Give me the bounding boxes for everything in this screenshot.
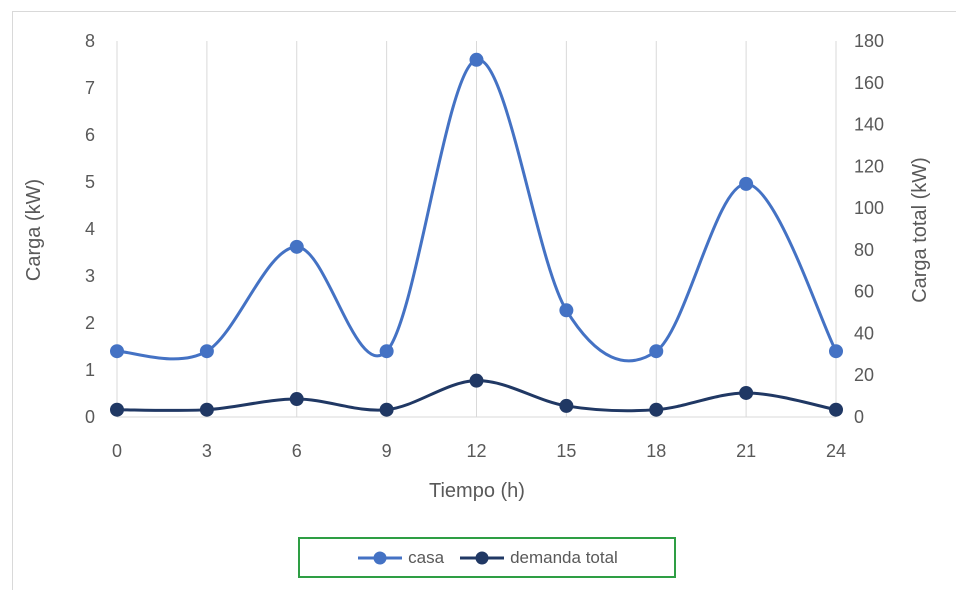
legend-label-demanda-total: demanda total (510, 547, 618, 567)
data-point-casa (829, 344, 843, 359)
x-tick-label: 24 (826, 441, 846, 461)
data-point-demanda-total (199, 402, 214, 417)
y2-tick-label: 40 (854, 323, 874, 343)
legend-marker-demanda-total (460, 551, 505, 564)
y-tick-label: 5 (85, 172, 95, 192)
data-point-casa (289, 239, 304, 254)
x-tick-label: 18 (646, 441, 666, 461)
series-layer (110, 52, 843, 417)
data-point-demanda-total (829, 402, 843, 417)
legend-entry-casa: casa (356, 548, 444, 568)
y-tick-label: 7 (85, 78, 95, 98)
x-tick-label: 3 (202, 441, 212, 461)
x-tick-label: 21 (736, 441, 756, 461)
x-axis-title: Tiempo (h) (429, 480, 525, 502)
y2-tick-label: 140 (854, 115, 884, 135)
legend-label-casa: casa (408, 547, 445, 567)
data-point-demanda-total (739, 385, 754, 400)
x-tick-label: 0 (112, 441, 122, 461)
y2-tick-label: 0 (854, 407, 864, 427)
data-point-casa (110, 344, 124, 359)
y2-axis-title: Carga total (kW) (909, 157, 931, 303)
grid-lines (116, 41, 837, 418)
tick-labels: 0 3 6 9 12 15 18 21 2401234567802040608010012014… (85, 31, 884, 461)
data-point-demanda-total (469, 373, 484, 388)
legend-marker-casa (358, 551, 403, 564)
legend: casa demanda total (298, 537, 676, 578)
chart-frame (12, 11, 956, 590)
data-point-casa (559, 303, 574, 318)
y-axis-title: Carga (kW) (23, 179, 45, 281)
data-point-casa (649, 344, 664, 359)
data-point-casa (469, 52, 484, 67)
y-tick-label: 2 (85, 313, 95, 333)
y2-tick-label: 160 (854, 73, 884, 93)
y2-tick-label: 180 (854, 31, 884, 51)
data-point-demanda-total (289, 392, 304, 407)
data-point-demanda-total (110, 402, 124, 417)
y-tick-label: 4 (85, 219, 95, 239)
data-point-demanda-total (649, 402, 664, 417)
data-point-demanda-total (559, 398, 574, 413)
y-tick-label: 1 (85, 360, 95, 380)
data-point-demanda-total (379, 402, 394, 417)
y2-tick-label: 60 (854, 282, 874, 302)
data-point-casa (379, 344, 394, 359)
y2-tick-label: 20 (854, 365, 874, 385)
y-tick-label: 3 (85, 266, 95, 286)
y-tick-label: 8 (85, 31, 95, 51)
data-point-casa (739, 176, 754, 191)
y2-tick-label: 120 (854, 156, 884, 176)
data-point-casa (199, 344, 214, 359)
x-tick-label: 9 (382, 441, 392, 461)
legend-entry-demanda-total: demanda total (458, 548, 618, 568)
x-tick-label: 6 (292, 441, 302, 461)
y2-tick-label: 100 (854, 198, 884, 218)
y-tick-label: 6 (85, 125, 95, 145)
y2-tick-label: 80 (854, 240, 874, 260)
x-tick-label: 12 (466, 441, 486, 461)
y-tick-label: 0 (85, 407, 95, 427)
x-tick-label: 15 (556, 441, 576, 461)
